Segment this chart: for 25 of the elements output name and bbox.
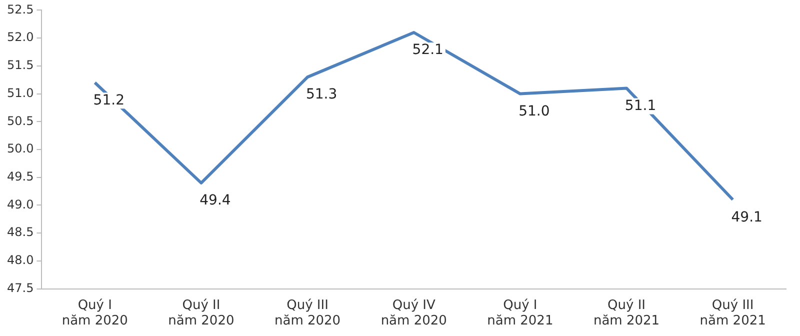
y-tick-label: 50.5 bbox=[7, 114, 34, 128]
data-label: 51.0 bbox=[518, 103, 550, 120]
x-tick-label: Quý II năm 2021 bbox=[593, 298, 660, 329]
y-tick-label: 49.5 bbox=[7, 169, 34, 184]
y-tick-label: 49.0 bbox=[7, 197, 34, 212]
x-tick-label: Quý III năm 2021 bbox=[700, 298, 766, 329]
data-label: 49.4 bbox=[200, 192, 231, 209]
data-label: 51.1 bbox=[624, 98, 656, 114]
data-label: 49.1 bbox=[731, 209, 762, 226]
data-label: 51.3 bbox=[306, 86, 338, 103]
y-tick-label: 47.5 bbox=[7, 280, 34, 295]
x-tick-label: Quý II năm 2020 bbox=[168, 298, 234, 329]
y-tick-label: 50.0 bbox=[7, 142, 34, 156]
x-tick-label: Quý III năm 2020 bbox=[274, 298, 341, 329]
data-label: 51.2 bbox=[93, 92, 124, 108]
data-label: 52.1 bbox=[412, 42, 444, 58]
y-tick-label: 48.0 bbox=[7, 253, 34, 268]
x-tick-label: Quý IV năm 2020 bbox=[380, 298, 447, 329]
x-tick-label: Quý I năm 2020 bbox=[62, 298, 128, 329]
y-tick-label: 48.5 bbox=[7, 225, 34, 240]
x-tick-label: Quý I năm 2021 bbox=[487, 298, 554, 329]
y-tick-label: 52.5 bbox=[7, 2, 34, 16]
y-tick-label: 51.5 bbox=[7, 58, 34, 72]
y-tick-label: 51.0 bbox=[7, 86, 34, 100]
y-tick-label: 52.0 bbox=[7, 30, 34, 44]
